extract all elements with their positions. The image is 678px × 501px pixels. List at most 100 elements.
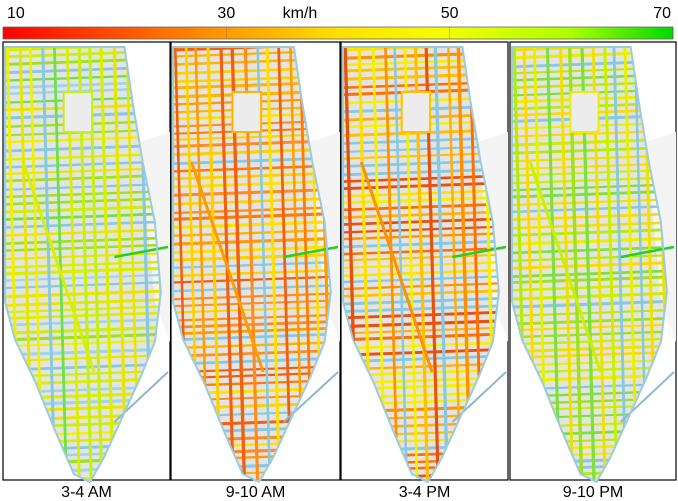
street	[512, 47, 667, 52]
bridge	[620, 245, 675, 259]
street	[512, 253, 667, 263]
colorbar-tick-label: 30	[217, 5, 235, 22]
colorbar-tick-label: 50	[441, 5, 459, 22]
panel-caption: 9-10 AM	[226, 484, 286, 501]
bridge	[452, 245, 507, 259]
colorbar-tick-label: 70	[653, 5, 671, 22]
map-panel	[170, 41, 341, 484]
street	[512, 308, 667, 317]
avenue	[393, 47, 408, 481]
street	[343, 189, 499, 198]
street	[173, 228, 331, 238]
colorbar-unit: km/h	[283, 5, 318, 22]
avenue	[206, 47, 222, 481]
street	[343, 47, 499, 52]
street	[173, 275, 331, 284]
avenue	[99, 47, 115, 481]
street	[5, 197, 161, 206]
broadway	[359, 161, 434, 373]
street	[173, 332, 331, 342]
avenue	[545, 47, 561, 481]
bridge	[283, 245, 339, 259]
street	[5, 212, 161, 221]
street	[173, 292, 331, 301]
street	[343, 210, 499, 219]
street	[173, 305, 331, 314]
outline	[4, 46, 162, 484]
street	[343, 304, 499, 314]
outline	[172, 46, 332, 484]
street	[343, 296, 499, 306]
avenue	[603, 47, 619, 481]
street	[173, 260, 331, 270]
street	[343, 167, 499, 177]
map-panel	[509, 41, 677, 484]
street	[512, 350, 667, 360]
panel-caption: 3-4 AM	[61, 484, 112, 501]
outline	[511, 46, 668, 484]
colorbar-tick-label: 10	[7, 5, 25, 22]
avenue	[41, 47, 57, 481]
street	[173, 219, 331, 230]
street	[173, 252, 331, 262]
street	[5, 204, 161, 214]
map-panels	[2, 41, 677, 484]
broadway	[528, 161, 602, 373]
street	[512, 323, 667, 332]
street	[173, 313, 331, 322]
street	[512, 330, 667, 339]
avenue	[219, 47, 235, 481]
street	[343, 202, 499, 212]
street	[512, 269, 667, 279]
street	[5, 220, 161, 229]
broadway	[21, 161, 96, 373]
park	[569, 91, 600, 133]
outline	[342, 46, 500, 484]
avenue	[265, 47, 281, 481]
street	[173, 319, 331, 329]
street	[173, 236, 331, 246]
street	[343, 231, 499, 241]
street	[173, 268, 331, 278]
street	[512, 291, 667, 301]
bridge	[114, 245, 169, 259]
colorbar	[2, 26, 674, 40]
street	[512, 299, 667, 309]
street	[512, 337, 667, 346]
avenue	[52, 47, 68, 481]
street	[173, 299, 331, 308]
avenue	[433, 47, 450, 481]
street	[173, 47, 331, 52]
street	[343, 289, 499, 298]
avenue	[112, 47, 128, 481]
street	[512, 316, 667, 326]
street	[512, 275, 667, 285]
street	[5, 236, 161, 246]
street	[343, 239, 499, 249]
street	[343, 260, 499, 270]
street	[512, 283, 667, 292]
avenue	[277, 47, 293, 481]
street	[343, 195, 499, 205]
street	[343, 217, 499, 226]
panel-caption: 9-10 PM	[563, 484, 623, 501]
street	[343, 246, 499, 256]
street	[343, 225, 499, 234]
street	[343, 253, 499, 262]
broadway	[190, 161, 265, 373]
street	[512, 358, 667, 367]
park	[62, 91, 94, 133]
map-panel	[340, 41, 509, 484]
avenue	[446, 47, 462, 481]
avenue	[383, 47, 399, 481]
street	[5, 243, 161, 252]
street	[343, 275, 499, 284]
panel-caption: 3-4 PM	[399, 484, 451, 501]
street	[173, 284, 331, 293]
street	[173, 326, 331, 336]
street	[512, 260, 667, 270]
street	[5, 228, 161, 237]
street	[343, 268, 499, 278]
map-panel	[2, 41, 171, 484]
